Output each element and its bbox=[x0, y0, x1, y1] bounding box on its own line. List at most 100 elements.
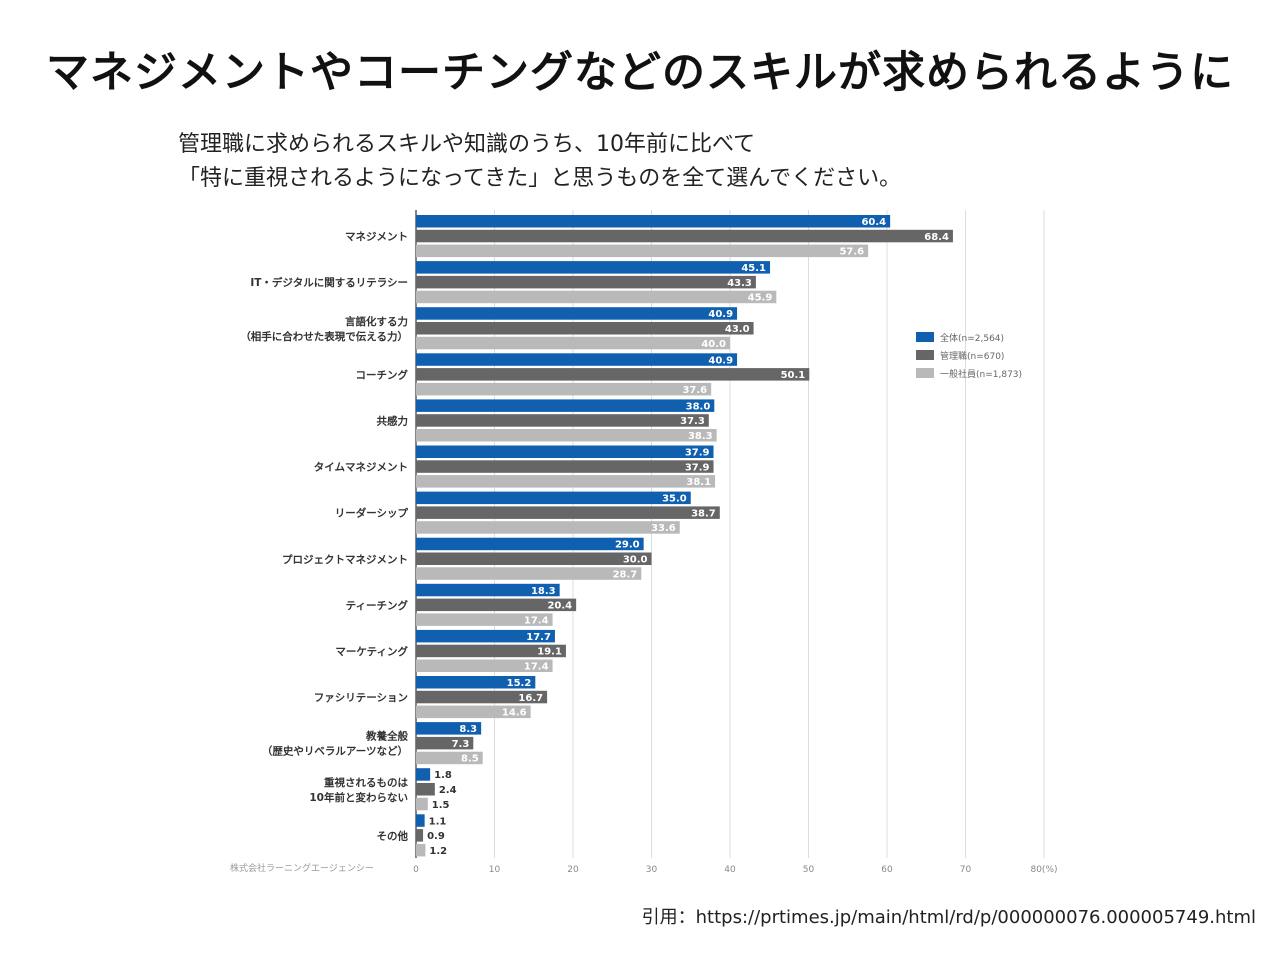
bar-manager bbox=[416, 552, 652, 565]
bar-employee bbox=[416, 659, 553, 672]
data-label: 45.9 bbox=[748, 293, 773, 304]
question-line-1: 管理職に求められるスキルや知識のうち、10年前に比べて bbox=[178, 132, 756, 157]
headline: マネジメントやコーチングなどのスキルが求められるように bbox=[46, 48, 1234, 98]
x-tick-label: 50 bbox=[803, 865, 815, 875]
bar-all bbox=[416, 814, 425, 827]
category-label: プロジェクトマネジメント bbox=[282, 553, 408, 566]
category-label: ファシリテーション bbox=[314, 692, 408, 704]
data-label: 38.1 bbox=[686, 477, 711, 488]
category-label: その他 bbox=[377, 829, 409, 842]
data-label: 17.4 bbox=[524, 615, 549, 626]
x-tick-label: 30 bbox=[646, 865, 658, 875]
bar-all bbox=[416, 768, 431, 781]
bar-employee bbox=[416, 797, 428, 811]
bar-employee bbox=[416, 613, 553, 626]
data-label: 28.7 bbox=[613, 569, 638, 580]
bar-employee bbox=[416, 429, 717, 442]
bar-manager bbox=[416, 736, 474, 750]
citation: 引用：https://prtimes.jp/main/html/rd/p/000… bbox=[641, 907, 1256, 928]
x-tick-label: 10 bbox=[489, 865, 501, 875]
data-label: 57.6 bbox=[839, 247, 864, 258]
data-label: 15.2 bbox=[507, 678, 532, 689]
x-tick-label: 40 bbox=[724, 865, 736, 875]
data-label: 14.6 bbox=[502, 708, 527, 719]
data-label: 60.4 bbox=[861, 217, 886, 228]
legend-label: 一般社員(n=1,873) bbox=[940, 368, 1022, 380]
data-label: 1.2 bbox=[429, 846, 447, 857]
bar-manager bbox=[416, 690, 548, 704]
bar-all bbox=[416, 307, 738, 320]
data-label: 35.0 bbox=[662, 494, 687, 505]
category-label: マネジメント bbox=[345, 231, 408, 243]
category-label: （相手に合わせた表現で伝える力） bbox=[240, 330, 408, 343]
bar-manager bbox=[416, 368, 810, 381]
data-label: 7.3 bbox=[452, 739, 470, 750]
category-label: 教養全般 bbox=[365, 730, 408, 743]
survey-question: 管理職に求められるスキルや知識のうち、10年前に比べて 「特に重視されるようにな… bbox=[178, 128, 901, 196]
data-label: 68.4 bbox=[924, 232, 949, 243]
category-label: ティーチング bbox=[346, 599, 409, 612]
legend-swatch-employee bbox=[916, 368, 934, 378]
bar-all bbox=[416, 399, 715, 412]
data-label: 29.0 bbox=[615, 540, 640, 551]
data-label: 2.4 bbox=[439, 785, 457, 796]
bar-manager bbox=[416, 644, 566, 658]
data-label: 16.7 bbox=[518, 693, 543, 704]
bar-all bbox=[416, 537, 644, 551]
bar-all bbox=[416, 445, 714, 458]
x-tick-label: 80(%) bbox=[1030, 865, 1057, 875]
chart-source: 株式会社ラーニングエージェンシー bbox=[230, 862, 374, 874]
category-label: 共感力 bbox=[377, 414, 409, 427]
data-label: 40.9 bbox=[708, 355, 733, 366]
data-label: 30.0 bbox=[623, 555, 648, 566]
data-label: 37.6 bbox=[682, 385, 707, 396]
data-label: 1.8 bbox=[434, 770, 452, 781]
category-label: 10年前と変わらない bbox=[309, 791, 408, 804]
legend-label: 全体(n=2,564) bbox=[940, 332, 1004, 344]
data-label: 0.9 bbox=[427, 831, 445, 842]
category-label: コーチング bbox=[356, 368, 409, 381]
data-label: 37.3 bbox=[680, 416, 705, 427]
data-label: 43.0 bbox=[725, 324, 750, 335]
data-label: 17.4 bbox=[524, 662, 549, 673]
data-label: 38.3 bbox=[688, 431, 713, 442]
category-label: （歴史やリベラルアーツなど） bbox=[262, 745, 408, 758]
data-label: 38.0 bbox=[686, 401, 711, 412]
bar-all bbox=[416, 215, 891, 228]
legend-swatch-manager bbox=[916, 350, 934, 360]
data-label: 40.0 bbox=[701, 339, 726, 350]
data-label: 33.6 bbox=[651, 523, 676, 534]
bar-manager bbox=[416, 460, 714, 473]
data-label: 38.7 bbox=[691, 508, 716, 519]
bar-employee bbox=[416, 382, 712, 396]
bar-all bbox=[416, 261, 771, 274]
data-label: 17.7 bbox=[526, 632, 551, 643]
bar-manager bbox=[416, 598, 577, 612]
data-label: 1.1 bbox=[429, 816, 447, 827]
category-label: マーケティング bbox=[335, 645, 408, 658]
bar-all bbox=[416, 353, 738, 366]
bar-manager bbox=[416, 506, 720, 519]
bar-all bbox=[416, 676, 536, 689]
bar-employee bbox=[416, 751, 483, 765]
bar-employee bbox=[416, 567, 642, 580]
data-label: 45.1 bbox=[741, 263, 766, 274]
bar-employee bbox=[416, 843, 426, 857]
bar-employee bbox=[416, 290, 777, 304]
data-label: 37.9 bbox=[685, 462, 710, 473]
data-label: 1.5 bbox=[432, 800, 450, 811]
data-label: 8.5 bbox=[461, 754, 479, 765]
x-tick-label: 20 bbox=[567, 865, 579, 875]
category-label: 重視されるものは bbox=[324, 776, 408, 789]
category-label: 言語化する力 bbox=[345, 315, 408, 328]
legend-swatch-all bbox=[916, 332, 934, 342]
bar-all bbox=[416, 629, 555, 643]
data-label: 43.3 bbox=[727, 278, 752, 289]
x-tick-label: 60 bbox=[881, 865, 893, 875]
data-label: 18.3 bbox=[531, 586, 556, 597]
bar-manager bbox=[416, 275, 756, 289]
bar-all bbox=[416, 722, 482, 735]
data-label: 20.4 bbox=[547, 601, 572, 612]
bar-manager bbox=[416, 783, 435, 796]
